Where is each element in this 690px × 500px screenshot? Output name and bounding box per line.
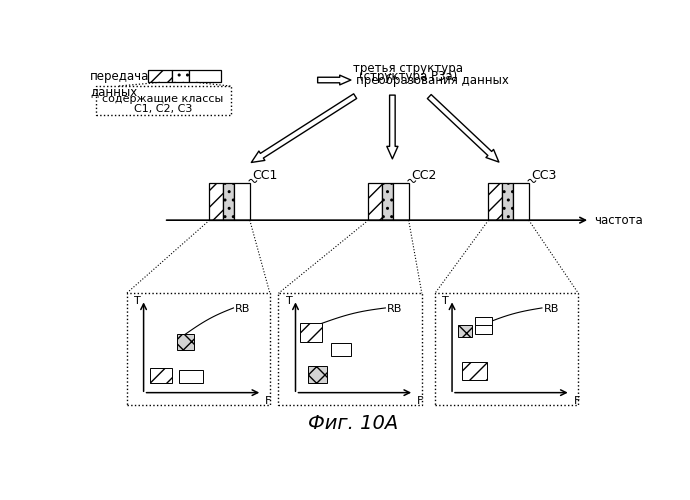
Text: преобразования данных: преобразования данных [356,74,509,86]
Bar [331,344,351,355]
Text: С1, С2, С3: С1, С2, С3 [134,104,192,114]
Bar [502,183,513,220]
Text: F: F [573,396,580,406]
Text: F: F [265,396,272,406]
Text: (структура Р3а): (структура Р3а) [359,70,457,83]
Text: T: T [134,296,141,306]
Bar [475,317,493,325]
Bar [458,325,472,337]
Text: СС1: СС1 [252,168,277,181]
Bar [177,334,194,349]
Text: частота: частота [594,214,642,226]
Bar [235,183,250,220]
Text: RB: RB [387,304,402,314]
Bar [300,324,322,342]
Text: Фиг. 10А: Фиг. 10А [308,414,399,434]
Bar [172,70,188,82]
Bar [188,70,221,82]
Text: T: T [442,296,449,306]
Bar [368,183,382,220]
Bar [148,70,172,82]
FancyArrowPatch shape [387,95,398,159]
FancyArrowPatch shape [251,94,357,162]
Bar [150,368,172,384]
Text: содержащие классы: содержащие классы [102,94,224,104]
Bar [179,370,202,384]
Bar [126,294,270,405]
FancyArrowPatch shape [317,75,351,85]
Bar [393,183,408,220]
Bar [462,362,487,380]
Text: F: F [417,396,424,406]
Text: третья структура: третья структура [353,62,463,74]
Bar [382,183,393,220]
Bar [435,294,578,405]
Text: RB: RB [235,304,250,314]
Bar [489,183,502,220]
Bar [308,366,326,384]
Text: T: T [286,296,293,306]
Bar [210,183,224,220]
Bar [513,183,529,220]
Bar [95,86,231,116]
Bar [475,325,493,334]
Bar [279,294,422,405]
FancyArrowPatch shape [427,94,499,162]
Text: передача
данных: передача данных [90,70,150,98]
Text: СС2: СС2 [411,168,436,181]
Text: СС3: СС3 [531,168,556,181]
Bar [224,183,235,220]
Text: RB: RB [544,304,559,314]
